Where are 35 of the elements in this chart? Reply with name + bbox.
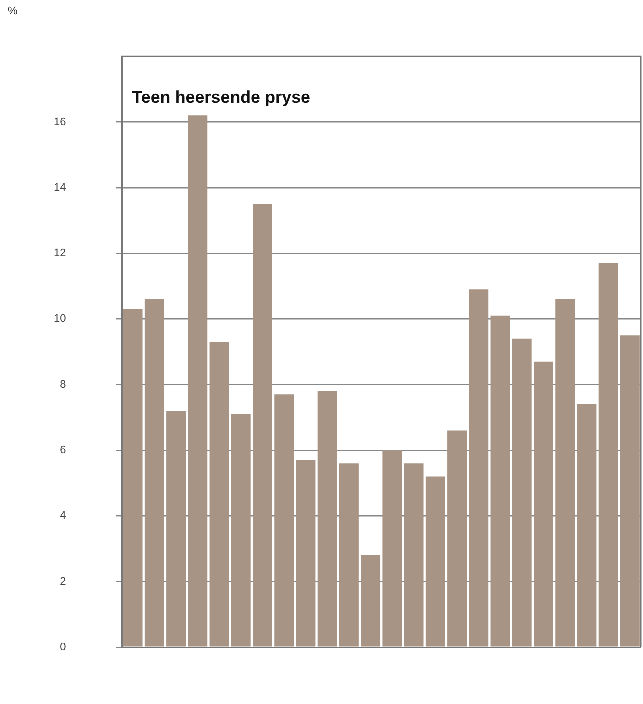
y-axis-title: %	[8, 6, 18, 18]
bar	[231, 414, 251, 647]
bar	[318, 391, 338, 647]
bar	[123, 309, 143, 647]
bar	[469, 290, 489, 647]
text: Teen heersende pryse	[132, 88, 311, 107]
bar	[577, 404, 597, 647]
bar	[426, 476, 446, 647]
bar	[166, 411, 186, 647]
bar	[361, 556, 381, 647]
bar	[620, 336, 640, 647]
bar	[253, 204, 272, 647]
y-tick-label: 6	[60, 444, 66, 456]
bar	[448, 430, 467, 647]
y-tick-label: 8	[60, 378, 66, 391]
bar	[382, 450, 402, 647]
y-tick-label: 14	[54, 182, 66, 194]
bar	[210, 342, 230, 647]
bar	[274, 394, 294, 647]
bar	[144, 299, 164, 647]
y-tick-label: 10	[54, 313, 66, 326]
bar	[404, 464, 424, 647]
y-tick-label: 4	[60, 510, 66, 522]
bar	[556, 299, 576, 647]
bar	[598, 263, 618, 647]
y-tick-label: 16	[54, 116, 66, 128]
bar	[534, 362, 554, 647]
bar	[188, 116, 208, 647]
y-tick-label: 0	[60, 641, 66, 654]
bar	[512, 338, 532, 647]
bar	[490, 316, 510, 647]
bar	[339, 464, 359, 647]
bar	[296, 460, 316, 647]
y-tick-label: 12	[54, 248, 66, 260]
y-tick-label: 2	[60, 576, 66, 588]
